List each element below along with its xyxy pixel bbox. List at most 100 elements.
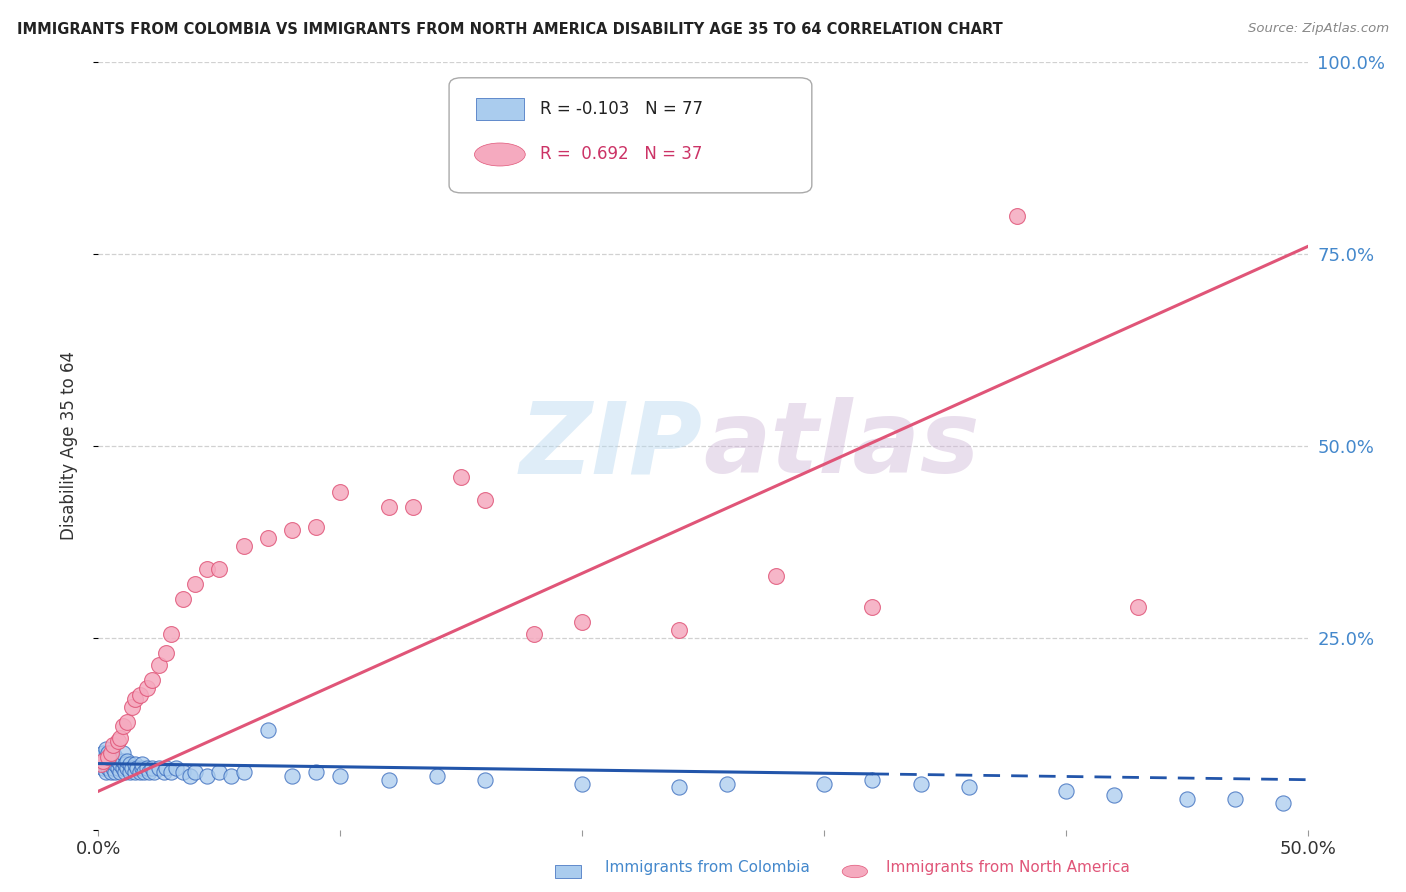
Bar	[475, 98, 524, 120]
Point	[152, 765, 174, 780]
Point	[195, 769, 218, 783]
Point	[377, 500, 399, 515]
Text: atlas: atlas	[703, 398, 980, 494]
Point	[90, 749, 112, 764]
Point	[165, 761, 187, 775]
Point	[108, 757, 131, 772]
Point	[155, 761, 177, 775]
Point	[97, 761, 120, 775]
Point	[111, 761, 134, 775]
Point	[91, 754, 114, 768]
Point	[184, 765, 207, 780]
Point	[1272, 796, 1295, 810]
Point	[1054, 784, 1077, 798]
Point	[121, 761, 143, 775]
Point	[135, 681, 157, 695]
Point	[281, 769, 304, 783]
Point	[256, 531, 278, 545]
Point	[329, 769, 352, 783]
Point	[232, 539, 254, 553]
Point	[111, 746, 134, 760]
Point	[94, 765, 117, 780]
Point	[128, 765, 150, 780]
Point	[523, 627, 546, 641]
Point	[474, 492, 496, 507]
Text: Immigrants from Colombia: Immigrants from Colombia	[605, 861, 810, 875]
Point	[172, 592, 194, 607]
Point	[155, 646, 177, 660]
Point	[114, 765, 136, 780]
Point	[160, 765, 183, 780]
Text: R = -0.103   N = 77: R = -0.103 N = 77	[540, 100, 703, 119]
Point	[104, 749, 127, 764]
Text: Immigrants from North America: Immigrants from North America	[886, 861, 1129, 875]
Point	[117, 754, 139, 768]
Point	[97, 754, 120, 768]
Point	[117, 715, 139, 730]
Point	[1128, 600, 1150, 615]
Point	[94, 742, 117, 756]
Text: IMMIGRANTS FROM COLOMBIA VS IMMIGRANTS FROM NORTH AMERICA DISABILITY AGE 35 TO 6: IMMIGRANTS FROM COLOMBIA VS IMMIGRANTS F…	[17, 22, 1002, 37]
Point	[195, 562, 218, 576]
Point	[716, 776, 738, 790]
Point	[450, 469, 472, 483]
Point	[111, 719, 134, 733]
Point	[124, 692, 146, 706]
Point	[281, 524, 304, 538]
Point	[141, 761, 163, 775]
Point	[160, 627, 183, 641]
Point	[668, 623, 690, 637]
Point	[121, 699, 143, 714]
Point	[104, 765, 127, 780]
Point	[100, 757, 122, 772]
Point	[91, 761, 114, 775]
Point	[134, 765, 156, 780]
Point	[813, 776, 835, 790]
Point	[256, 723, 278, 737]
Point	[1175, 792, 1198, 806]
Point	[305, 519, 328, 533]
Point	[232, 765, 254, 780]
Point	[148, 657, 170, 672]
Point	[94, 749, 117, 764]
Point	[1223, 792, 1246, 806]
Point	[179, 769, 201, 783]
Point	[329, 485, 352, 500]
Text: Source: ZipAtlas.com: Source: ZipAtlas.com	[1249, 22, 1389, 36]
Point	[107, 754, 129, 768]
Point	[107, 761, 129, 775]
Point	[571, 776, 593, 790]
Point	[107, 734, 129, 748]
Point	[108, 765, 131, 780]
Point	[148, 761, 170, 775]
Point	[141, 673, 163, 687]
Point	[208, 562, 231, 576]
Point	[765, 569, 787, 583]
Point	[100, 749, 122, 764]
Text: R =  0.692   N = 37: R = 0.692 N = 37	[540, 145, 702, 163]
Point	[957, 780, 980, 795]
Point	[172, 765, 194, 780]
Point	[135, 761, 157, 775]
Point	[108, 731, 131, 745]
Point	[860, 600, 883, 615]
Point	[131, 757, 153, 772]
Point	[101, 738, 124, 752]
Point	[97, 749, 120, 764]
Point	[221, 769, 243, 783]
Point	[100, 765, 122, 780]
Point	[1007, 209, 1029, 223]
Point	[100, 746, 122, 760]
Point	[571, 615, 593, 630]
Point	[118, 765, 141, 780]
Point	[101, 754, 124, 768]
Point	[90, 757, 112, 772]
Point	[90, 757, 112, 772]
Point	[474, 772, 496, 787]
Point	[138, 765, 160, 780]
Point	[104, 757, 127, 772]
Point	[94, 757, 117, 772]
Point	[131, 761, 153, 775]
Text: ZIP: ZIP	[520, 398, 703, 494]
Point	[910, 776, 932, 790]
